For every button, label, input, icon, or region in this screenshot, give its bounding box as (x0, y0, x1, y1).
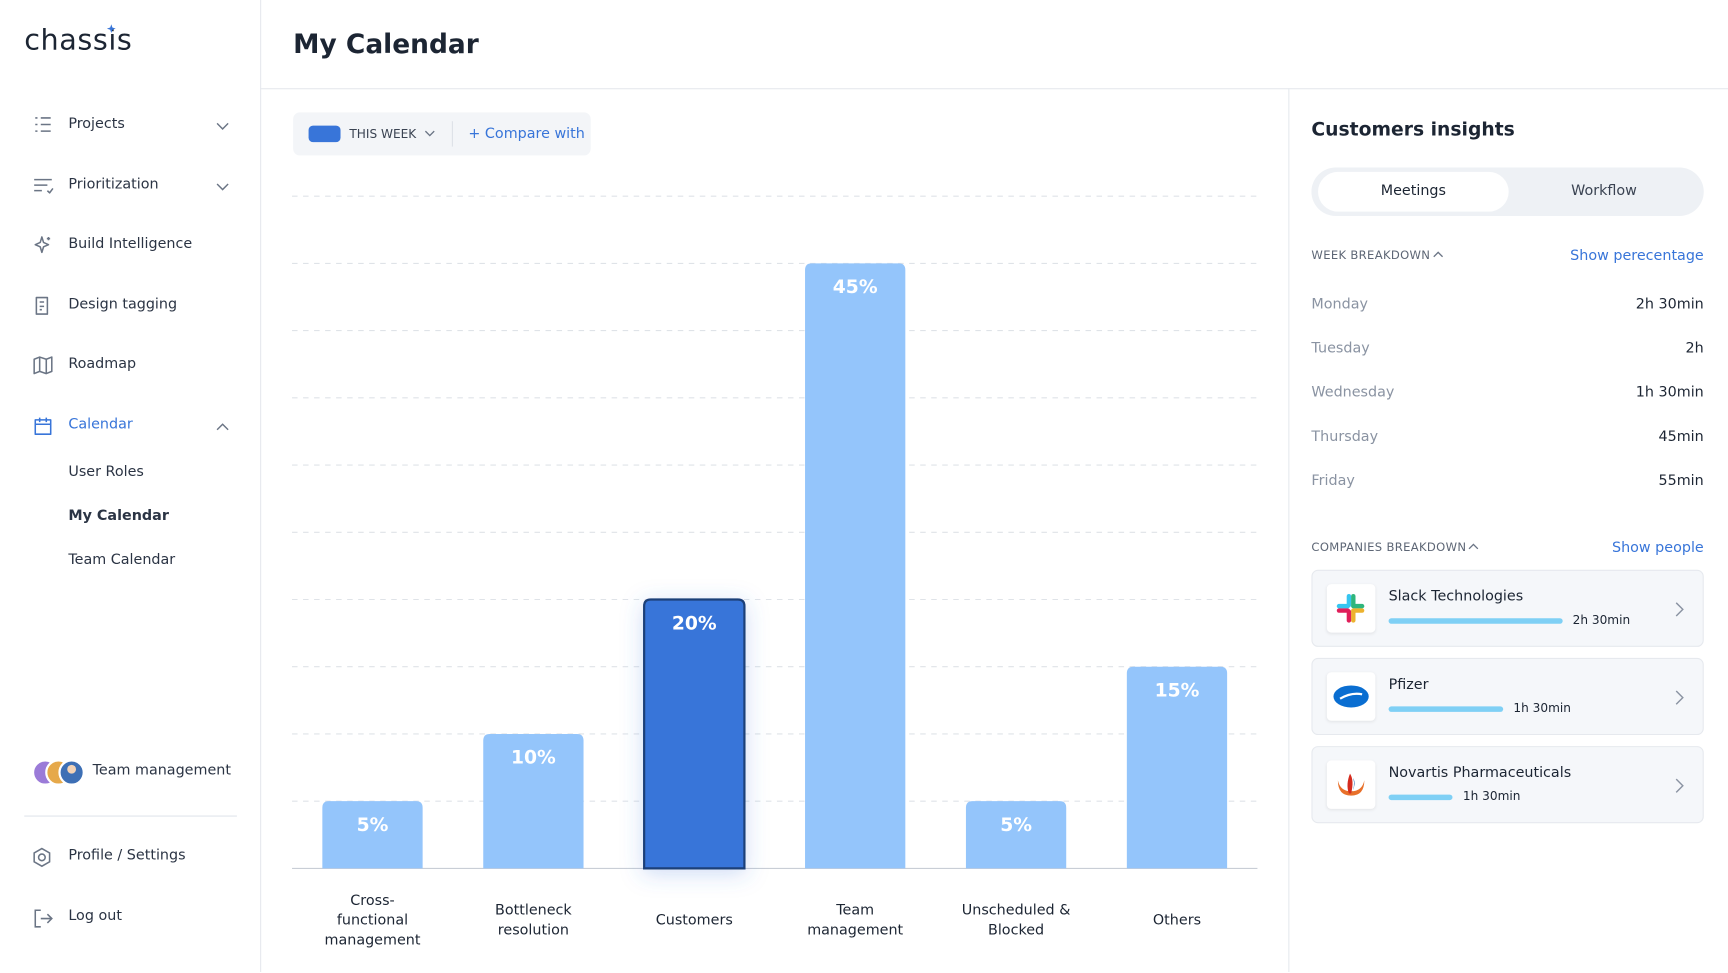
company-logo (1333, 685, 1369, 708)
chevron (216, 183, 229, 191)
period-select[interactable]: THIS WEEK (349, 126, 417, 142)
progress-bar (1388, 794, 1453, 801)
active-tab (1318, 171, 1509, 212)
x-tick-label: Bottleneck resolution (495, 902, 572, 939)
nav-item[interactable]: Roadmap (68, 355, 137, 373)
section-title[interactable]: COMPANIES BREAKDOWN (1311, 541, 1467, 555)
nav-item[interactable]: Calendar (68, 416, 133, 434)
divider (24, 815, 237, 817)
value-label: 45% (833, 277, 878, 298)
avatars (31, 759, 85, 786)
day-label: Tuesday (1311, 340, 1370, 358)
value-label: 20% (672, 613, 717, 634)
x-tick-label: Customers (655, 912, 733, 930)
nav-icon (33, 847, 51, 868)
logo-box (1326, 584, 1376, 633)
value-label: 10% (511, 748, 556, 769)
nav-item[interactable]: Build Intelligence (68, 235, 193, 253)
nav-icon (34, 178, 54, 194)
sub-nav-item[interactable]: My Calendar (68, 508, 169, 525)
company-card[interactable] (1311, 569, 1704, 647)
separator (451, 121, 453, 147)
day-time: 1h 30min (1635, 384, 1704, 402)
chevron (1675, 602, 1684, 617)
chevron (1675, 778, 1684, 793)
panel-title: Customers insights (1311, 119, 1515, 142)
compare-button[interactable]: + Compare with (468, 125, 585, 143)
footer-link[interactable]: Log out (68, 908, 122, 925)
progress-bar (1388, 618, 1563, 624)
bar (805, 263, 906, 869)
chevron (216, 423, 229, 431)
company-card[interactable] (1311, 746, 1704, 824)
day-label: Thursday (1311, 428, 1379, 446)
x-tick-label: Others (1152, 912, 1202, 930)
sub-nav-item[interactable]: User Roles (68, 463, 144, 481)
filter-bar: THIS WEEK + Compare with (293, 112, 591, 156)
bar (965, 801, 1067, 869)
day-label: Wednesday (1311, 384, 1395, 402)
company-time: 2h 30min (1572, 612, 1631, 628)
nav-icon (35, 296, 49, 315)
company-name: Pfizer (1388, 676, 1429, 694)
day-time: 45min (1658, 428, 1704, 446)
bar (643, 598, 746, 870)
company-time: 1h 30min (1513, 700, 1571, 716)
company-name: Novartis Pharmaceuticals (1388, 764, 1572, 782)
section-action[interactable]: Show perecentage (1570, 247, 1704, 265)
value-label: 5% (1000, 815, 1032, 836)
chevron (1675, 690, 1684, 705)
chevron (424, 130, 435, 137)
day-time: 55min (1658, 472, 1704, 490)
day-time: 2h (1685, 340, 1704, 358)
value-label: 15% (1155, 680, 1200, 701)
nav-icon (34, 236, 51, 254)
tab[interactable]: Workflow (1571, 182, 1637, 200)
progress-bar (1388, 706, 1504, 712)
section-action[interactable]: Show people (1611, 539, 1704, 557)
chevron (1468, 543, 1479, 550)
nav-icon (34, 909, 53, 928)
x-tick-label: Cross-functional management (324, 892, 421, 949)
bar (1126, 666, 1228, 869)
company-logo (1336, 593, 1365, 623)
page-title: My Calendar (293, 28, 479, 60)
nav-item[interactable]: Prioritization (68, 176, 159, 193)
section-title[interactable]: WEEK BREAKDOWN (1311, 249, 1431, 263)
period-swatch (308, 125, 341, 143)
nav-icon (33, 356, 53, 375)
company-name: Slack Technologies (1388, 588, 1524, 606)
sub-nav-item[interactable]: Team Calendar (68, 552, 176, 569)
footer-link[interactable]: Profile / Settings (68, 847, 186, 864)
day-label: Friday (1311, 472, 1355, 490)
logo: chassis (24, 24, 133, 58)
tab[interactable]: Meetings (1380, 182, 1446, 200)
nav-icon (35, 117, 51, 132)
day-label: Monday (1311, 296, 1368, 313)
chevron (1433, 251, 1444, 258)
nav-item[interactable]: Design tagging (68, 296, 178, 313)
logo-star (106, 24, 116, 34)
sidebar: chassis (0, 0, 262, 972)
company-logo (1337, 773, 1365, 796)
chevron (216, 122, 229, 130)
bar (322, 801, 423, 869)
header-border (260, 88, 1728, 90)
nav-icon (34, 417, 52, 435)
panel-border (1288, 88, 1290, 972)
day-time: 2h 30min (1635, 296, 1704, 313)
bar (483, 733, 584, 869)
value-label: 5% (357, 815, 389, 836)
team-link[interactable]: Team management (92, 762, 231, 780)
tabs: Meetings Workflow (1311, 167, 1704, 216)
x-tick-label: Unscheduled & Blocked (961, 902, 1071, 939)
x-tick-label: Team management (807, 902, 904, 939)
company-card[interactable] (1311, 657, 1704, 736)
company-time: 1h 30min (1462, 789, 1521, 804)
nav-item[interactable]: Projects (68, 115, 125, 133)
